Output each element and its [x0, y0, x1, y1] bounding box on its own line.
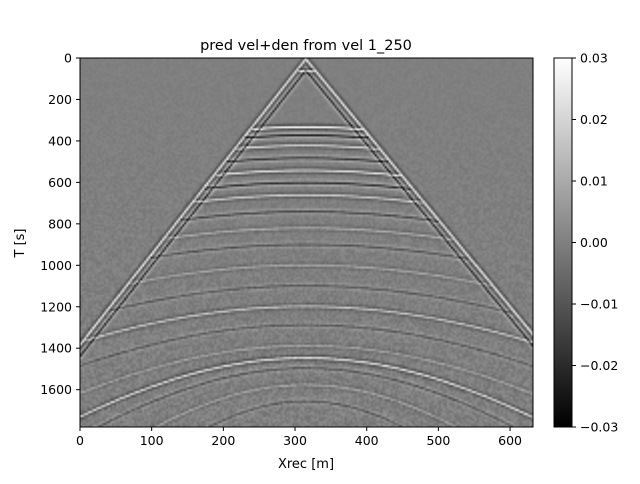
colorbar-tick-label: 0.01 [580, 174, 608, 189]
colorbar-tick-label: 0.02 [580, 112, 608, 127]
x-tick-label: 400 [355, 433, 379, 448]
y-tick-label: 1000 [40, 258, 72, 273]
x-tick-label: 200 [211, 433, 235, 448]
y-tick-label: 600 [48, 175, 72, 190]
y-tick-label: 200 [48, 92, 72, 107]
x-axis-label: Xrec [m] [278, 457, 334, 472]
x-tick-label: 300 [283, 433, 307, 448]
y-tick-label: 400 [48, 133, 72, 148]
y-tick-label: 1400 [40, 341, 72, 356]
x-tick-label: 600 [498, 433, 522, 448]
seismic-section-image [80, 58, 533, 427]
colorbar-tick-label: −0.03 [580, 420, 618, 435]
x-tick-label: 500 [426, 433, 450, 448]
colorbar-gradient [553, 57, 573, 428]
colorbar-ticks: 0.03 0.02 0.01 0.00 −0.01 −0.02 −0.03 [572, 51, 618, 435]
colorbar: 0.03 0.02 0.01 0.00 −0.01 −0.02 −0.03 [553, 51, 618, 435]
y-tick-label: 1200 [40, 299, 72, 314]
y-tick-label: 1600 [40, 382, 72, 397]
colorbar-tick-label: −0.02 [580, 358, 618, 373]
x-tick-label: 100 [140, 433, 164, 448]
colorbar-tick-label: 0.03 [580, 51, 608, 66]
y-tick-label: 800 [48, 216, 72, 231]
x-tick-label: 0 [76, 433, 84, 448]
y-tick-label: 0 [64, 51, 72, 66]
y-axis: 0 200 400 600 800 1000 1200 1400 1600 [40, 51, 80, 397]
x-axis: 0 100 200 300 400 500 600 [76, 427, 522, 448]
chart-title: pred vel+den from vel 1_250 [200, 38, 412, 54]
colorbar-tick-label: 0.00 [580, 235, 608, 250]
colorbar-tick-label: −0.01 [580, 297, 618, 312]
plot-frame [79, 57, 534, 428]
heatmap-plot [79, 57, 534, 428]
y-axis-label: T [s] [13, 229, 28, 259]
